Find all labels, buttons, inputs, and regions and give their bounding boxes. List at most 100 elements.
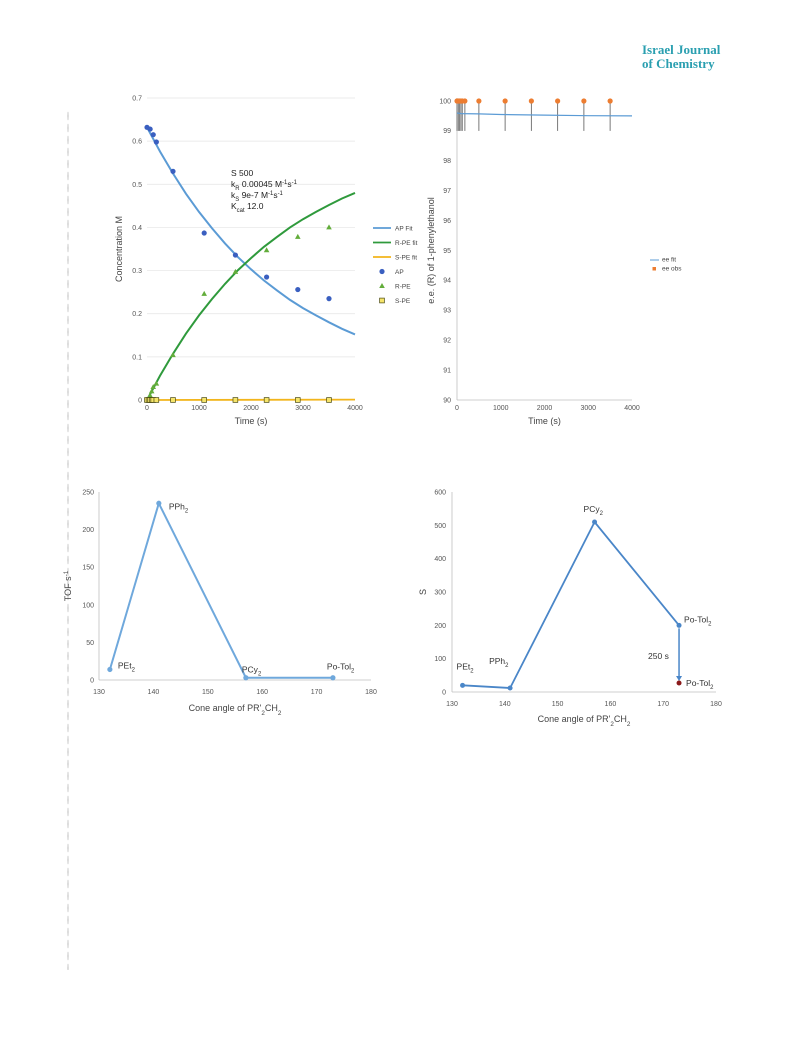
y-tick-label: 96: [443, 218, 451, 225]
x-axis-label: Cone angle of PR'2CH2: [189, 703, 282, 717]
x-tick-label: 180: [710, 701, 722, 708]
y-tick-label: 0: [138, 398, 142, 405]
x-axis-label-part: 2: [278, 710, 282, 717]
data-point: [507, 685, 513, 691]
x-axis-label-part: 2: [610, 721, 614, 728]
y-tick-label: 100: [434, 656, 446, 663]
x-tick-label: 3000: [580, 405, 596, 412]
data-point: [201, 230, 207, 236]
legend-label: S-PE fit: [395, 254, 417, 261]
x-tick-label: 4000: [624, 405, 640, 412]
x-tick-label: 130: [93, 689, 105, 696]
x-axis-label: Time (s): [528, 416, 561, 426]
y-tick-label: 0: [442, 690, 446, 697]
data-point: [502, 98, 508, 104]
point-label-part: 2: [710, 685, 713, 691]
point-label: Po-Tol2: [684, 614, 711, 627]
data-point: [243, 675, 249, 681]
data-point: [170, 352, 176, 358]
y-tick-label: 150: [82, 565, 94, 572]
data-point: [156, 500, 162, 506]
y-tick-label: 92: [443, 338, 451, 345]
x-tick-label: 140: [148, 689, 160, 696]
data-point: [150, 132, 156, 138]
x-tick-label: 140: [499, 701, 511, 708]
y-tick-label: 400: [434, 556, 446, 563]
x-tick-label: 2000: [243, 405, 259, 412]
annotation-line-part: 9e-7 M: [239, 190, 268, 200]
y-tick-label: 100: [439, 98, 451, 105]
x-tick-label: 0: [145, 405, 149, 412]
data-point: [147, 392, 153, 398]
point-label: PPh2: [169, 501, 188, 514]
point-label: Po-Tol2: [686, 678, 713, 691]
point-label-part: PEt: [118, 660, 132, 670]
journal-logo: Israel Journal of Chemistry: [642, 43, 762, 71]
point-label-part: PEt: [457, 661, 471, 671]
legend-label: R-PE fit: [395, 240, 418, 247]
data-point: [153, 139, 159, 145]
x-axis-label-part: Cone angle of PR': [538, 714, 611, 724]
data-point: [263, 247, 270, 253]
x-tick-label: 1000: [191, 405, 207, 412]
data-point: [153, 397, 160, 403]
point-label: PEt2: [457, 661, 474, 674]
annotation-line-part: s: [273, 190, 277, 200]
data-point: [232, 252, 238, 258]
annotation-line: Kcat 12.0: [231, 201, 264, 214]
annotation-line-part: 0.00045 M: [240, 179, 283, 189]
y-tick-label: 200: [434, 623, 446, 630]
y-tick-label: 50: [86, 640, 94, 647]
x-axis-label-part: CH: [614, 714, 627, 724]
data-point: [676, 622, 682, 628]
y-tick-label: 0.5: [132, 182, 142, 189]
point-label-part: PCy: [242, 665, 259, 675]
data-point: [170, 397, 176, 403]
x-axis-label-part: Cone angle of PR': [189, 703, 262, 713]
y-axis-label-part: -1: [63, 570, 70, 576]
point-label-part: Po-Tol: [684, 614, 708, 624]
legend-label: AP Fit: [395, 225, 413, 232]
arrow-head: [676, 676, 683, 681]
data-point: [555, 98, 561, 104]
annotation-line-part: -1: [278, 191, 284, 197]
point-label-part: Po-Tol: [686, 678, 710, 688]
annotation-line-part: K: [231, 201, 237, 211]
point-label-part: PPh: [489, 656, 505, 666]
point-label-part: 2: [185, 508, 188, 514]
legend-label: ee obs: [662, 266, 682, 273]
y-tick-label: 0.7: [132, 96, 142, 103]
y-tick-label: 0.6: [132, 139, 142, 146]
point-label: Po-Tol2: [327, 662, 354, 675]
y-tick-label: 93: [443, 308, 451, 315]
y-tick-label: 300: [434, 590, 446, 597]
point-label-part: Po-Tol: [327, 662, 351, 672]
y-tick-label: 0: [90, 678, 94, 685]
legend-label: S-PE: [395, 298, 411, 305]
legend-swatch: [379, 297, 385, 304]
journal-line-2: of Chemistry: [642, 56, 715, 71]
series-line: [462, 520, 680, 689]
y-axis-label: e.e. (R) of 1-phenylethanol: [426, 197, 436, 304]
fit-line: [456, 112, 633, 117]
data-point: [201, 397, 207, 403]
point-label-part: 2: [351, 669, 354, 675]
point-label-part: PCy: [584, 504, 601, 514]
y-tick-label: 98: [443, 158, 451, 165]
x-tick-label: 170: [311, 689, 323, 696]
y-tick-label: 0.3: [132, 268, 142, 275]
annotation-line-part: cat: [237, 208, 245, 214]
data-point: [170, 168, 176, 174]
data-point: [148, 388, 155, 394]
point-label-part: 2: [708, 621, 711, 627]
x-tick-label: 160: [256, 689, 268, 696]
y-tick-label: 500: [434, 523, 446, 530]
x-axis-label-part: CH: [265, 703, 278, 713]
data-point: [528, 98, 534, 104]
annotation-line-part: R: [235, 186, 240, 192]
data-point: [264, 274, 270, 280]
x-tick-label: 2000: [537, 405, 553, 412]
point-label-part: 2: [132, 667, 135, 673]
x-tick-label: 3000: [295, 405, 311, 412]
